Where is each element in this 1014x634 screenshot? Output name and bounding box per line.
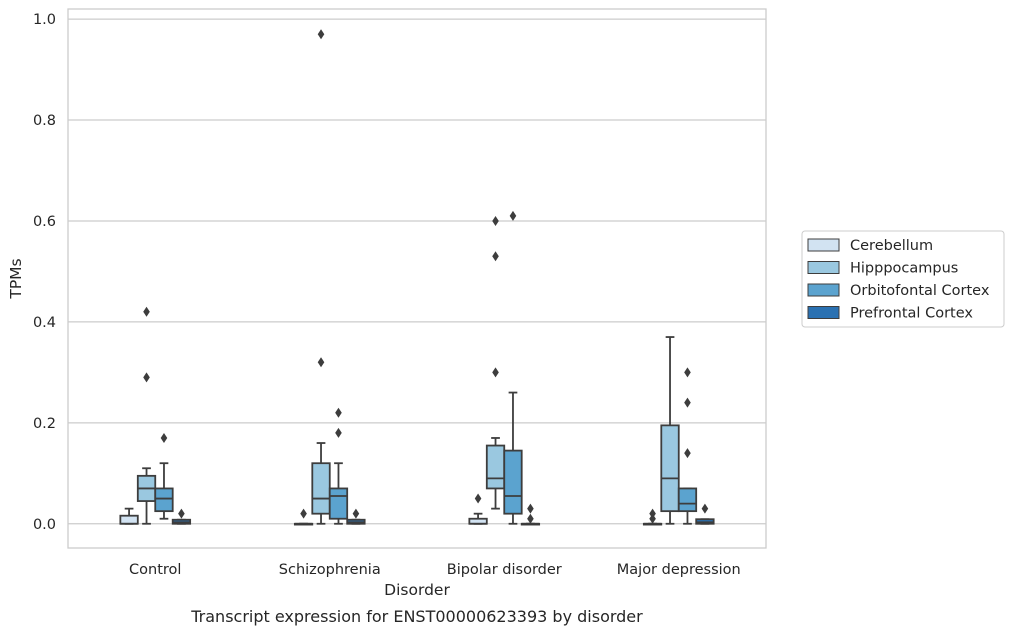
box — [677, 367, 698, 525]
y-axis-label: TPMs — [7, 258, 25, 299]
box — [642, 508, 663, 526]
outlier-point — [143, 306, 150, 317]
box — [136, 306, 157, 525]
legend-frame — [801, 230, 1005, 328]
outlier-point — [684, 448, 691, 459]
x-tick-label: Schizophrenia — [279, 562, 381, 578]
box — [311, 29, 331, 525]
box-body — [154, 487, 174, 513]
box-body — [660, 424, 680, 513]
x-tick-label: Major depression — [617, 562, 741, 578]
outlier-point — [352, 508, 360, 519]
y-tick-label: 0.4 — [33, 315, 56, 331]
outlier-point — [335, 407, 342, 418]
legend-swatch — [807, 283, 840, 297]
outlier-point — [527, 503, 534, 514]
outlier-point — [317, 357, 325, 368]
x-tick-label: Bipolar disorder — [447, 562, 562, 578]
legend-swatch — [807, 261, 840, 274]
outlier-point — [649, 513, 656, 524]
outlier-point — [701, 503, 709, 514]
box — [154, 432, 174, 520]
box — [660, 336, 680, 525]
y-tick-label: 0.2 — [33, 416, 56, 432]
y-axis-ticks: 0.0 0.2 0.4 0.6 0.8 1.0 — [33, 12, 56, 533]
legend: Cerebellum Hipppocampus Orbitofontal Corte… — [801, 230, 1005, 328]
outlier-point — [492, 367, 499, 378]
box-body — [311, 462, 331, 515]
box-body — [328, 487, 349, 520]
legend-swatch — [807, 238, 840, 252]
outlier-point — [335, 427, 342, 438]
box-body — [119, 514, 139, 525]
outlier-point — [143, 372, 150, 383]
box — [468, 493, 488, 525]
outlier-point — [527, 513, 534, 524]
outlier-point — [160, 432, 168, 443]
outlier-point — [492, 215, 499, 226]
y-tick-label: 0.0 — [33, 517, 56, 533]
x-axis-label: Disorder — [384, 581, 450, 599]
box — [485, 215, 506, 510]
box — [328, 407, 349, 525]
legend-label: Orbitofontal Cortex — [850, 283, 990, 299]
legend-label: Cerebellum — [850, 238, 933, 254]
box — [346, 508, 366, 525]
box — [695, 503, 715, 525]
box — [503, 210, 523, 525]
outlier-point — [684, 397, 691, 408]
outlier-point — [649, 508, 656, 519]
box — [119, 507, 139, 525]
legend-label: Hipppocampus — [850, 261, 958, 277]
outlier-point — [684, 367, 691, 378]
box — [171, 508, 192, 525]
outlier-point — [300, 508, 307, 519]
box-body — [503, 449, 523, 515]
x-tick-label: Control — [129, 562, 181, 578]
outlier-point — [178, 508, 185, 519]
box-body — [677, 487, 698, 513]
box — [293, 508, 314, 526]
chart-caption: Transcript expression for ENST0000062339… — [190, 607, 643, 626]
legend-swatch — [807, 306, 840, 319]
outlier-point — [509, 210, 517, 221]
boxes — [119, 29, 715, 526]
box-body — [485, 444, 506, 490]
x-axis-ticks: Control Schizophrenia Bipolar disorder Majo… — [129, 562, 741, 578]
plot-frame — [67, 8, 767, 549]
y-tick-label: 0.8 — [33, 113, 56, 129]
outlier-point — [474, 493, 482, 504]
outlier-point — [492, 251, 499, 262]
y-tick-label: 1.0 — [33, 12, 56, 28]
box — [520, 503, 541, 526]
legend-label: Prefrontal Cortex — [850, 306, 973, 322]
outlier-point — [317, 29, 325, 40]
y-tick-label: 0.6 — [33, 214, 56, 230]
